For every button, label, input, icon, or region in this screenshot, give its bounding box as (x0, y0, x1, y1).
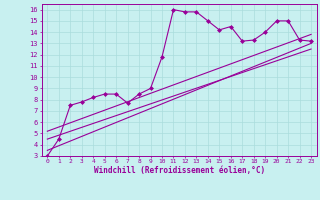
X-axis label: Windchill (Refroidissement éolien,°C): Windchill (Refroidissement éolien,°C) (94, 166, 265, 175)
